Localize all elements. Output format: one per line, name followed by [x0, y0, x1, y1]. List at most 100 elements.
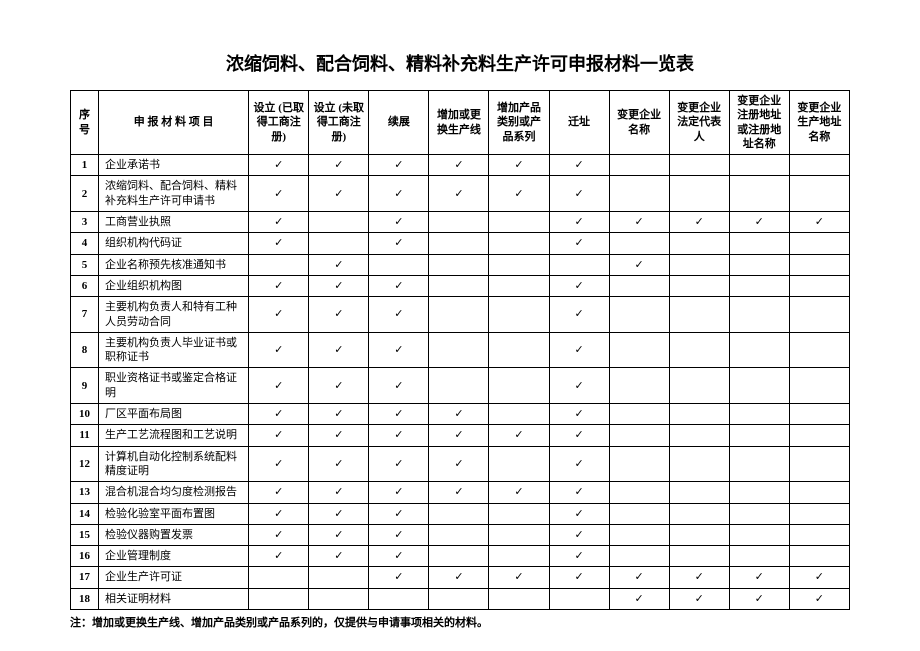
check-cell: ✓ — [249, 275, 309, 296]
check-cell: ✓ — [249, 425, 309, 446]
check-cell: ✓ — [309, 275, 369, 296]
row-seq: 6 — [71, 275, 99, 296]
table-row: 6企业组织机构图✓✓✓✓ — [71, 275, 850, 296]
check-cell: ✓ — [309, 404, 369, 425]
row-seq: 9 — [71, 368, 99, 404]
check-cell: ✓ — [729, 567, 789, 588]
check-cell — [489, 546, 549, 567]
row-seq: 14 — [71, 503, 99, 524]
check-cell — [729, 482, 789, 503]
table-row: 4组织机构代码证✓✓✓ — [71, 233, 850, 254]
check-cell: ✓ — [369, 176, 429, 212]
header-col-0: 设立 (已取得工商注册) — [249, 91, 309, 155]
check-cell — [729, 233, 789, 254]
check-cell — [789, 233, 849, 254]
check-cell — [489, 332, 549, 368]
check-cell — [429, 275, 489, 296]
check-cell — [429, 524, 489, 545]
check-cell — [489, 368, 549, 404]
check-cell: ✓ — [249, 446, 309, 482]
check-cell — [669, 233, 729, 254]
check-cell: ✓ — [429, 155, 489, 176]
check-cell: ✓ — [489, 482, 549, 503]
check-cell: ✓ — [369, 297, 429, 333]
table-row: 9职业资格证书或鉴定合格证明✓✓✓✓ — [71, 368, 850, 404]
check-cell — [729, 155, 789, 176]
check-cell: ✓ — [249, 482, 309, 503]
check-cell — [249, 588, 309, 609]
check-cell — [489, 212, 549, 233]
check-cell — [609, 546, 669, 567]
check-cell: ✓ — [249, 212, 309, 233]
header-col-4: 增加产品类别或产品系列 — [489, 91, 549, 155]
header-col-2: 续展 — [369, 91, 429, 155]
check-cell — [609, 155, 669, 176]
check-cell: ✓ — [369, 524, 429, 545]
row-seq: 18 — [71, 588, 99, 609]
header-col-3: 增加或更换生产线 — [429, 91, 489, 155]
check-cell: ✓ — [549, 297, 609, 333]
check-cell — [309, 567, 369, 588]
header-item: 申 报 材 料 项 目 — [99, 91, 249, 155]
header-col-6: 变更企业名称 — [609, 91, 669, 155]
table-row: 16企业管理制度✓✓✓✓ — [71, 546, 850, 567]
check-cell — [729, 546, 789, 567]
row-item: 组织机构代码证 — [99, 233, 249, 254]
check-cell — [669, 368, 729, 404]
check-cell: ✓ — [669, 588, 729, 609]
row-item: 混合机混合均匀度检测报告 — [99, 482, 249, 503]
row-seq: 3 — [71, 212, 99, 233]
table-row: 18相关证明材料✓✓✓✓ — [71, 588, 850, 609]
check-cell: ✓ — [549, 446, 609, 482]
table-row: 7主要机构负责人和特有工种人员劳动合同✓✓✓✓ — [71, 297, 850, 333]
check-cell — [369, 588, 429, 609]
check-cell: ✓ — [549, 275, 609, 296]
check-cell — [489, 404, 549, 425]
row-item: 主要机构负责人毕业证书或职称证书 — [99, 332, 249, 368]
check-cell: ✓ — [549, 524, 609, 545]
check-cell — [789, 176, 849, 212]
check-cell — [609, 332, 669, 368]
check-cell: ✓ — [669, 212, 729, 233]
header-row: 序号 申 报 材 料 项 目 设立 (已取得工商注册) 设立 (未取得工商注册)… — [71, 91, 850, 155]
check-cell: ✓ — [789, 212, 849, 233]
check-cell — [489, 524, 549, 545]
check-cell — [429, 212, 489, 233]
check-cell — [609, 503, 669, 524]
check-cell: ✓ — [369, 446, 429, 482]
check-cell — [789, 404, 849, 425]
check-cell: ✓ — [249, 546, 309, 567]
check-cell — [429, 546, 489, 567]
header-col-5: 迁址 — [549, 91, 609, 155]
check-cell: ✓ — [369, 503, 429, 524]
row-seq: 2 — [71, 176, 99, 212]
check-cell — [729, 368, 789, 404]
check-cell — [309, 588, 369, 609]
check-cell — [609, 275, 669, 296]
check-cell — [789, 503, 849, 524]
check-cell: ✓ — [789, 588, 849, 609]
row-item: 相关证明材料 — [99, 588, 249, 609]
check-cell — [789, 275, 849, 296]
row-item: 职业资格证书或鉴定合格证明 — [99, 368, 249, 404]
check-cell — [789, 297, 849, 333]
check-cell — [669, 482, 729, 503]
check-cell — [249, 254, 309, 275]
check-cell: ✓ — [549, 425, 609, 446]
check-cell: ✓ — [309, 155, 369, 176]
check-cell: ✓ — [369, 404, 429, 425]
row-seq: 11 — [71, 425, 99, 446]
check-cell — [429, 233, 489, 254]
check-cell: ✓ — [369, 212, 429, 233]
check-cell: ✓ — [309, 503, 369, 524]
check-cell — [309, 212, 369, 233]
check-cell — [489, 297, 549, 333]
check-cell: ✓ — [369, 567, 429, 588]
check-cell — [729, 254, 789, 275]
table-row: 11生产工艺流程图和工艺说明✓✓✓✓✓✓ — [71, 425, 850, 446]
header-col-7: 变更企业法定代表人 — [669, 91, 729, 155]
check-cell — [489, 446, 549, 482]
check-cell: ✓ — [609, 254, 669, 275]
row-item: 企业承诺书 — [99, 155, 249, 176]
check-cell — [729, 404, 789, 425]
